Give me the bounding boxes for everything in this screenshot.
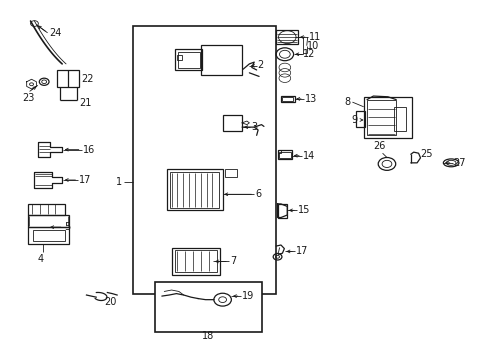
Bar — [166, 169, 222, 210]
Text: 9: 9 — [351, 115, 357, 125]
Text: 17: 17 — [295, 247, 308, 256]
Bar — [363, 97, 411, 138]
Text: 8: 8 — [344, 97, 350, 107]
Bar — [222, 114, 242, 131]
Bar — [28, 215, 69, 227]
Text: 24: 24 — [49, 28, 61, 38]
Text: 25: 25 — [420, 149, 432, 159]
Bar — [277, 150, 281, 153]
Text: 3: 3 — [251, 122, 257, 132]
Bar — [201, 45, 242, 75]
Bar — [33, 230, 64, 242]
Bar — [276, 30, 298, 44]
Bar — [175, 49, 202, 70]
Text: 7: 7 — [229, 256, 236, 266]
Text: 23: 23 — [22, 93, 34, 103]
Text: 18: 18 — [202, 332, 214, 342]
Text: 13: 13 — [304, 94, 316, 104]
Bar — [279, 152, 290, 158]
Bar — [177, 55, 182, 60]
Text: 12: 12 — [302, 49, 315, 59]
Text: 10: 10 — [306, 41, 318, 51]
Text: 17: 17 — [79, 175, 91, 185]
Bar — [224, 169, 237, 177]
Text: 22: 22 — [81, 73, 93, 84]
Bar — [28, 227, 69, 244]
Text: 1: 1 — [116, 177, 122, 187]
Bar — [277, 204, 287, 217]
Text: 19: 19 — [241, 291, 253, 301]
Text: 6: 6 — [255, 189, 261, 199]
Bar — [171, 248, 220, 275]
Text: 27: 27 — [453, 158, 465, 168]
Bar — [356, 111, 365, 127]
Bar — [154, 282, 261, 332]
Bar — [28, 203, 64, 215]
Text: 11: 11 — [308, 32, 320, 42]
Bar — [170, 172, 218, 208]
Bar — [175, 250, 216, 272]
Bar — [178, 52, 200, 68]
Bar — [366, 100, 395, 135]
Bar — [393, 108, 406, 131]
Bar — [132, 26, 276, 294]
Text: 21: 21 — [79, 98, 91, 108]
Text: 5: 5 — [64, 222, 71, 232]
Text: 15: 15 — [297, 205, 310, 215]
Text: 2: 2 — [257, 60, 264, 70]
Text: 4: 4 — [37, 254, 43, 264]
Text: 16: 16 — [82, 145, 95, 155]
Text: 14: 14 — [302, 151, 314, 161]
Text: 20: 20 — [104, 297, 117, 307]
Bar — [277, 150, 291, 159]
Bar — [57, 70, 79, 87]
Text: 26: 26 — [373, 141, 385, 151]
Bar — [281, 96, 294, 102]
Bar — [282, 97, 292, 101]
